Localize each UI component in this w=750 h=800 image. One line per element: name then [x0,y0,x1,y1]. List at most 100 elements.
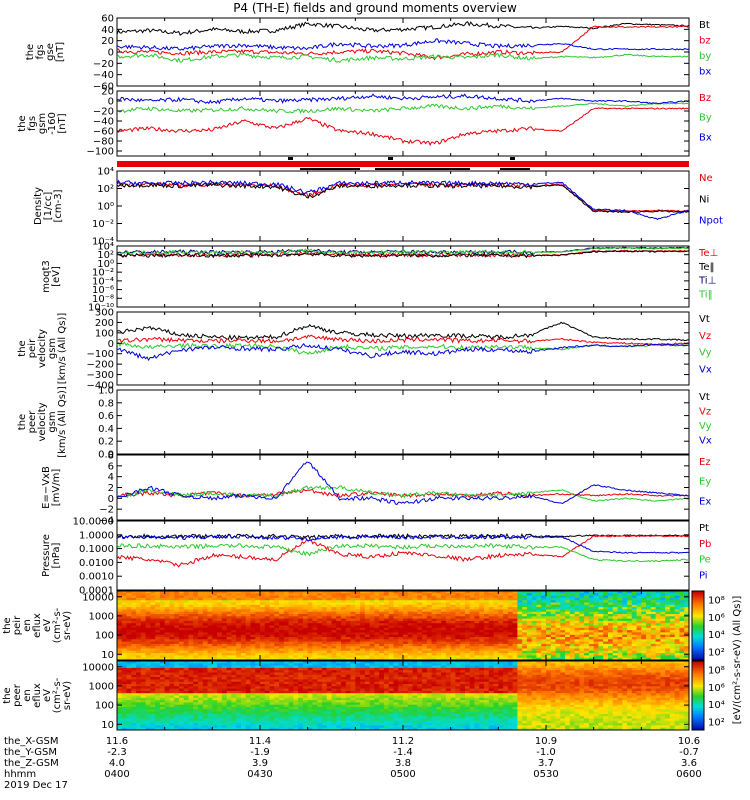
spectrogram-cell [155,720,161,724]
spectrogram-cell [236,667,242,671]
spectrogram-cell [140,618,146,622]
spectrogram-cell [145,604,151,608]
spectrogram-cell [607,607,614,610]
legend-Bz: Bz [699,93,711,104]
spectrogram-cell [288,602,294,606]
spectrogram-cell [279,639,285,642]
spectrogram-cell [665,653,671,656]
spectrogram-cell [503,630,509,633]
colorbar-cell [692,658,704,661]
spectrogram-cell [136,607,142,610]
spectrogram-cell [369,620,375,624]
spectrogram-cell [407,607,413,610]
spectrogram-cell [560,602,566,606]
spectrogram-cell [679,618,685,622]
spectrogram-cell [131,711,137,715]
y-tick-label: 10⁻⁶ [92,285,114,296]
spectrogram-cell [341,653,347,656]
spectrogram-cell [622,637,628,640]
spectrogram-cell [202,643,208,647]
spectrogram-cell [455,611,461,615]
spectrogram-cell [236,632,242,636]
spectrogram-cell [674,653,680,656]
spectrogram-cell [593,630,599,633]
spectrogram-cell [302,641,309,645]
spectrogram-cell [469,625,475,629]
spectrogram-cell [584,625,590,629]
spectrogram-cell [493,600,499,603]
spectrogram-cell [355,646,361,649]
spectrogram-cell [126,727,132,731]
spectrogram-cell [631,627,637,631]
spectrogram-cell [374,657,380,661]
spectrogram-cell [245,600,251,603]
spectrogram-cell [131,657,137,661]
spectrogram-cell [231,688,237,692]
spectrogram-cell [636,627,642,631]
spectrogram-cell [546,600,552,603]
spectrogram-cell [169,716,175,719]
spectrogram-cell [341,657,347,661]
spectrogram-cell [240,695,247,699]
spectrogram-cell [231,602,237,606]
spectrogram-cell [288,630,294,633]
spectrogram-cell [598,625,604,629]
spectrogram-cell [383,602,390,606]
spectrogram-cell [269,597,275,601]
spectrogram-cell [403,641,409,645]
spectrogram-cell [183,684,189,687]
spectrogram-cell [503,637,509,640]
spectrogram-cell [445,634,452,638]
spectrogram-cell [360,611,366,615]
spectrogram-cell [145,718,151,722]
spectrogram-cell [198,686,204,689]
spectrogram-cell [202,672,208,676]
spectrogram-cell [646,616,652,619]
spectrogram-cell [240,700,247,703]
spectrogram-cell [341,609,347,613]
spectrogram-cell [321,602,328,606]
spectrogram-cell [345,646,351,649]
spectrogram-cell [579,623,585,626]
spectrogram-cell [240,713,247,717]
spectrogram-cell [288,632,294,636]
spectrogram-cell [555,637,561,640]
spectrogram-cell [636,604,642,608]
spectrogram-cell [445,639,452,642]
spectrogram-cell [364,614,371,617]
spectrogram-cell [250,648,256,652]
spectrogram-cell [622,618,628,622]
spectrogram-cell [136,720,142,724]
spectrogram-cell [336,641,342,645]
spectrogram-cell [536,657,542,661]
spectrogram-cell [221,679,228,683]
spectrogram-cell [260,630,266,633]
spectrogram-cell [117,681,123,685]
spectrogram-cell [388,600,394,603]
spectrogram-cell [307,591,313,594]
spectrogram-cell [136,663,142,666]
spectrogram-cell [255,616,261,619]
spectrogram-cell [155,634,161,638]
spectrogram-cell [326,634,332,638]
spectrogram-cell [126,630,132,633]
spectrogram-cell [507,607,514,610]
spectrogram-cell [345,637,351,640]
spectrogram-cell [164,681,170,685]
spectrogram-cell [660,593,666,596]
spectrogram-cell [617,595,623,599]
spectrogram-cell [221,595,228,599]
spectrogram-cell [455,607,461,610]
spectrogram-cell [679,593,685,596]
spectrogram-cell [669,620,676,624]
spectrogram-cell [603,655,609,659]
spectrogram-cell [217,713,223,717]
spectrogram-cell [541,595,547,599]
spectrogram-cell [140,697,146,701]
spectrogram-cell [217,704,223,708]
spectrogram-cell [660,602,666,606]
spectrogram-cell [279,607,285,610]
spectrogram-cell [350,627,356,631]
spectrogram-cell [331,653,337,656]
spectrogram-cell [217,639,223,642]
